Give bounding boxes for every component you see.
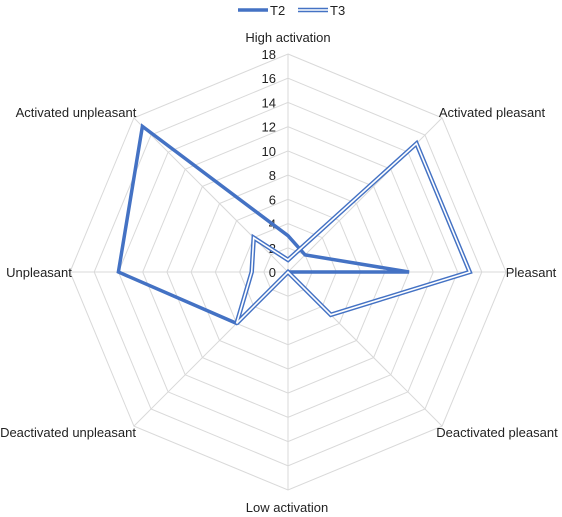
axis-label: Activated unpleasant <box>16 105 137 120</box>
axis-labels: High activation Activated pleasant Pleasan… <box>0 30 558 515</box>
axis-label: Unpleasant <box>6 265 72 280</box>
tick-label: 6 <box>269 192 276 207</box>
tick-label: 10 <box>262 144 276 159</box>
legend: T2 T3 <box>238 3 345 18</box>
axis-label: Deactivated pleasant <box>436 425 558 440</box>
series-lines <box>116 123 473 326</box>
legend-label: T3 <box>330 3 345 18</box>
series-t3-line-inner <box>235 142 471 324</box>
grid-spoke <box>133 117 289 273</box>
tick-label: 14 <box>262 95 276 110</box>
tick-label: 0 <box>269 265 276 280</box>
axis-label: Activated pleasant <box>439 105 546 120</box>
axis-label: Pleasant <box>506 265 557 280</box>
tick-label: 16 <box>262 71 276 86</box>
tick-label: 18 <box>262 47 276 62</box>
axis-label: Deactivated unpleasant <box>0 425 136 440</box>
legend-label: T2 <box>270 3 285 18</box>
grid-spoke <box>287 117 443 273</box>
axis-label: High activation <box>245 30 330 45</box>
tick-label: 12 <box>262 120 276 135</box>
tick-label: 8 <box>269 168 276 183</box>
axis-label: Low activation <box>246 500 328 515</box>
